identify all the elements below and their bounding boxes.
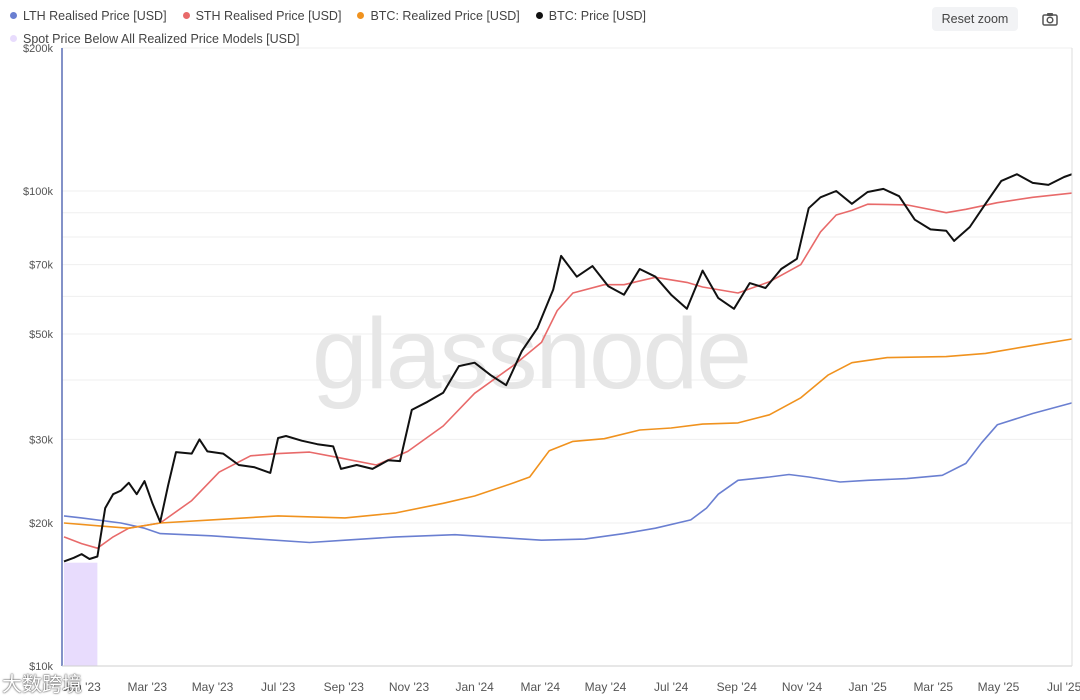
- corner-watermark: 大数跨境: [2, 672, 82, 696]
- legend-spot-below-dot: [10, 35, 17, 42]
- legend-price-dot: [535, 12, 543, 19]
- x-tick-label: Nov '23: [389, 680, 430, 694]
- legend-lth-label: LTH Realised Price [USD]: [23, 8, 167, 23]
- glassnode-watermark: glassnode: [312, 298, 750, 410]
- btc-price-line: [63, 173, 1073, 563]
- legend-sth-dot: [182, 12, 190, 19]
- legend-sth[interactable]: STH Realised Price [USD]: [182, 8, 342, 23]
- y-tick-label: $50k: [29, 329, 53, 341]
- axes: [61, 48, 1073, 667]
- spot-below-region: [63, 562, 98, 666]
- y-tick-label: $100k: [23, 186, 53, 198]
- legend-sth-label: STH Realised Price [USD]: [195, 8, 342, 23]
- series-lines: [63, 173, 1073, 563]
- x-tick-label: Jul '25: [1047, 680, 1080, 694]
- legend-price[interactable]: BTC: Price [USD]: [535, 8, 647, 23]
- camera-icon[interactable]: [1040, 9, 1060, 29]
- realized-line: [63, 338, 1073, 529]
- legend-realized-label: BTC: Realized Price [USD]: [370, 8, 520, 23]
- y-tick-label: $20k: [29, 518, 53, 530]
- x-tick-label: Sep '23: [324, 680, 365, 694]
- x-tick-label: Jan '24: [455, 680, 494, 694]
- chart-legend: LTH Realised Price [USD] STH Realised Pr…: [10, 4, 662, 50]
- y-tick-label: $10k: [29, 661, 53, 673]
- reset-zoom-button[interactable]: Reset zoom: [932, 7, 1018, 31]
- x-tick-label: Mar '25: [913, 680, 953, 694]
- legend-spot-below-label: Spot Price Below All Realized Price Mode…: [23, 31, 300, 46]
- legend-lth[interactable]: LTH Realised Price [USD]: [10, 9, 167, 23]
- x-tick-label: Jan '23: [62, 680, 101, 694]
- x-tick-label: Jul '23: [261, 680, 296, 694]
- x-tick-label: Jul '24: [654, 680, 689, 694]
- x-tick-label: May '23: [192, 680, 234, 694]
- x-axis-ticks: Jan '23 Mar '23 May '23 Jul '23 Sep '23 Nov '…: [62, 680, 1080, 694]
- legend-realized[interactable]: BTC: Realized Price [USD]: [357, 8, 520, 23]
- camera-icon-svg: [1042, 13, 1058, 26]
- x-tick-label: Sep '24: [717, 680, 758, 694]
- spot-below-area: [63, 562, 98, 666]
- legend-price-label: BTC: Price [USD]: [548, 8, 647, 23]
- lth-line: [63, 402, 1073, 544]
- x-tick-label: Jan '25: [848, 680, 887, 694]
- legend-spot-below[interactable]: Spot Price Below All Realized Price Mode…: [10, 32, 300, 46]
- sth-line: [63, 192, 1073, 549]
- y-axis-ticks: $200k $100k $70k $50k $30k $20k $10k: [23, 43, 53, 673]
- legend-lth-dot: [10, 12, 17, 19]
- legend-realized-dot: [357, 12, 365, 19]
- y-tick-label: $200k: [23, 43, 53, 55]
- legend-row-1: LTH Realised Price [USD] STH Realised Pr…: [10, 4, 662, 27]
- legend-row-2: Spot Price Below All Realized Price Mode…: [10, 27, 662, 50]
- x-tick-label: Mar '23: [127, 680, 167, 694]
- y-tick-label: $30k: [29, 434, 53, 446]
- x-tick-label: May '24: [585, 680, 627, 694]
- x-tick-label: Mar '24: [520, 680, 560, 694]
- x-tick-label: May '25: [978, 680, 1020, 694]
- x-tick-label: Nov '24: [782, 680, 823, 694]
- y-tick-label: $70k: [29, 260, 53, 272]
